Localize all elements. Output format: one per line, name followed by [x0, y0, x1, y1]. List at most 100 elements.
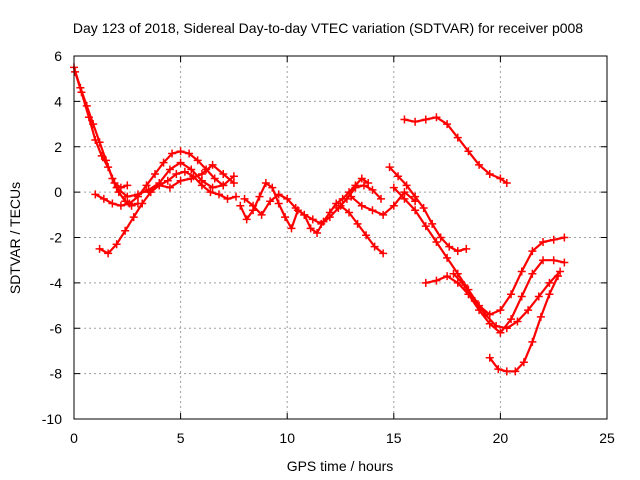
chart-title: Day 123 of 2018, Sidereal Day-to-day VTE…	[73, 20, 583, 36]
data-point	[492, 321, 501, 330]
data-point	[332, 199, 341, 208]
data-point	[370, 242, 379, 251]
series-track-11	[385, 163, 471, 256]
data-point	[142, 181, 151, 190]
data-point	[462, 244, 471, 253]
data-point	[560, 233, 569, 242]
data-point	[249, 201, 258, 210]
data-point	[421, 115, 430, 124]
data-point	[485, 353, 494, 362]
x-tick-label: 0	[70, 430, 78, 446]
data-point	[445, 242, 454, 251]
data-point	[517, 267, 526, 276]
data-point	[342, 194, 351, 203]
data-point	[317, 219, 326, 228]
data-point	[308, 215, 317, 224]
y-tick-label: 4	[54, 93, 62, 109]
data-point	[91, 135, 100, 144]
data-point	[545, 278, 554, 287]
data-point	[345, 208, 354, 217]
series-track-15	[449, 267, 565, 333]
data-point	[549, 256, 558, 265]
data-point	[517, 292, 526, 301]
data-point	[368, 185, 377, 194]
data-point	[539, 256, 548, 265]
data-point	[116, 201, 125, 210]
y-tick-label: 6	[54, 48, 62, 64]
data-point	[168, 149, 177, 158]
data-point	[400, 194, 409, 203]
data-point	[485, 169, 494, 178]
data-point	[496, 174, 505, 183]
data-point	[368, 206, 377, 215]
x-tick-label: 20	[493, 430, 509, 446]
series-line	[73, 70, 129, 189]
data-point	[268, 183, 277, 192]
data-point	[91, 190, 100, 199]
data-point	[125, 199, 134, 208]
data-point	[223, 194, 232, 203]
series-line	[403, 116, 508, 185]
data-point	[306, 224, 315, 233]
data-point	[524, 306, 533, 315]
data-point	[112, 240, 121, 249]
data-point	[236, 201, 245, 210]
series-track-13	[389, 183, 569, 319]
series-track-16	[485, 272, 562, 376]
data-point	[502, 179, 511, 188]
x-tick-label: 25	[599, 430, 615, 446]
data-point	[464, 147, 473, 156]
data-point	[206, 188, 215, 197]
data-point	[229, 179, 238, 188]
grid	[74, 56, 607, 419]
x-axis-label: GPS time / hours	[287, 458, 394, 474]
data-point	[443, 272, 452, 281]
data-point	[419, 204, 428, 213]
data-point	[197, 169, 206, 178]
data-point	[261, 179, 270, 188]
data-point	[347, 192, 356, 201]
y-tick-label: -2	[50, 230, 63, 246]
series-line	[239, 177, 370, 235]
x-tick-label: 10	[279, 430, 295, 446]
data-point	[108, 199, 117, 208]
series-track-12	[400, 113, 511, 188]
data-point	[362, 231, 371, 240]
data-point	[496, 306, 505, 315]
data-point	[402, 181, 411, 190]
data-point	[432, 276, 441, 285]
y-tick-label: -8	[50, 366, 63, 382]
data-point	[379, 210, 388, 219]
data-point	[71, 67, 80, 76]
data-point	[394, 172, 403, 181]
data-point	[379, 249, 388, 258]
data-point	[185, 149, 194, 158]
data-point	[385, 163, 394, 172]
data-point	[502, 324, 511, 333]
data-point	[502, 367, 511, 376]
data-point	[112, 183, 121, 192]
data-point	[242, 215, 251, 224]
data-point	[536, 312, 545, 321]
data-point	[453, 247, 462, 256]
data-point	[97, 151, 106, 160]
data-point	[507, 290, 516, 299]
plot-frame	[73, 55, 608, 420]
data-point	[496, 328, 505, 337]
axes: 0 5 10 15 20 25 -10 -8 -6 -4 -2 0 2 4 6	[42, 48, 615, 446]
data-point	[432, 113, 441, 122]
data-point	[172, 169, 181, 178]
data-point	[229, 172, 238, 181]
data-point	[481, 310, 490, 319]
data-point	[453, 133, 462, 142]
data-point	[193, 156, 202, 165]
series-track-9	[336, 201, 388, 258]
data-point	[336, 201, 345, 210]
data-point	[560, 258, 569, 267]
data-point	[357, 174, 366, 183]
data-point	[553, 272, 562, 281]
data-point	[274, 199, 283, 208]
y-axis-label: SDTVAR / TECUs	[7, 182, 23, 294]
data-point	[545, 290, 554, 299]
data-point	[159, 158, 168, 167]
